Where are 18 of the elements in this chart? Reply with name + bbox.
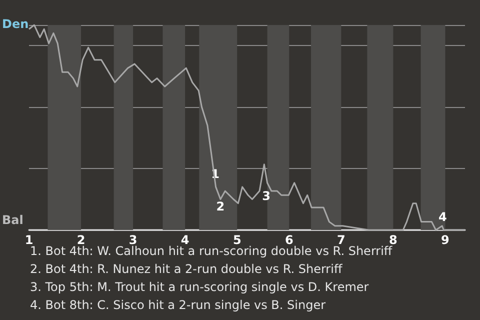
text: Den <box>2 17 29 31</box>
x-tick-label: 4 <box>180 233 190 247</box>
text: 1. Bot 4th: W. Calhoun hit a run-scoring double vs R. Sherriff <box>30 244 393 258</box>
x-tick-label: 8 <box>389 233 398 247</box>
x-tick-label: 3 <box>128 233 138 247</box>
x-tick-label: 2 <box>76 233 86 247</box>
text: 4. Bot 8th: C. Sisco hit a 2-run single vs B. Singer <box>30 298 326 312</box>
x-tick-label: 6 <box>284 233 294 247</box>
text: Bal <box>2 213 24 227</box>
annotation: 3 <box>262 189 270 203</box>
annotation: 4 <box>438 210 447 224</box>
x-tick-label: 7 <box>336 233 346 247</box>
x-tick-label: 5 <box>232 233 242 247</box>
text: 2. Bot 4th: R. Nunez hit a 2-run double vs R. Sherriff <box>30 262 343 276</box>
x-tick-label: 1 <box>24 233 34 247</box>
text: 3. Top 5th: M. Trout hit a run-scoring single vs D. Kremer <box>30 280 369 294</box>
annotation: 2 <box>216 199 225 214</box>
x-tick-label: 9 <box>441 233 450 247</box>
